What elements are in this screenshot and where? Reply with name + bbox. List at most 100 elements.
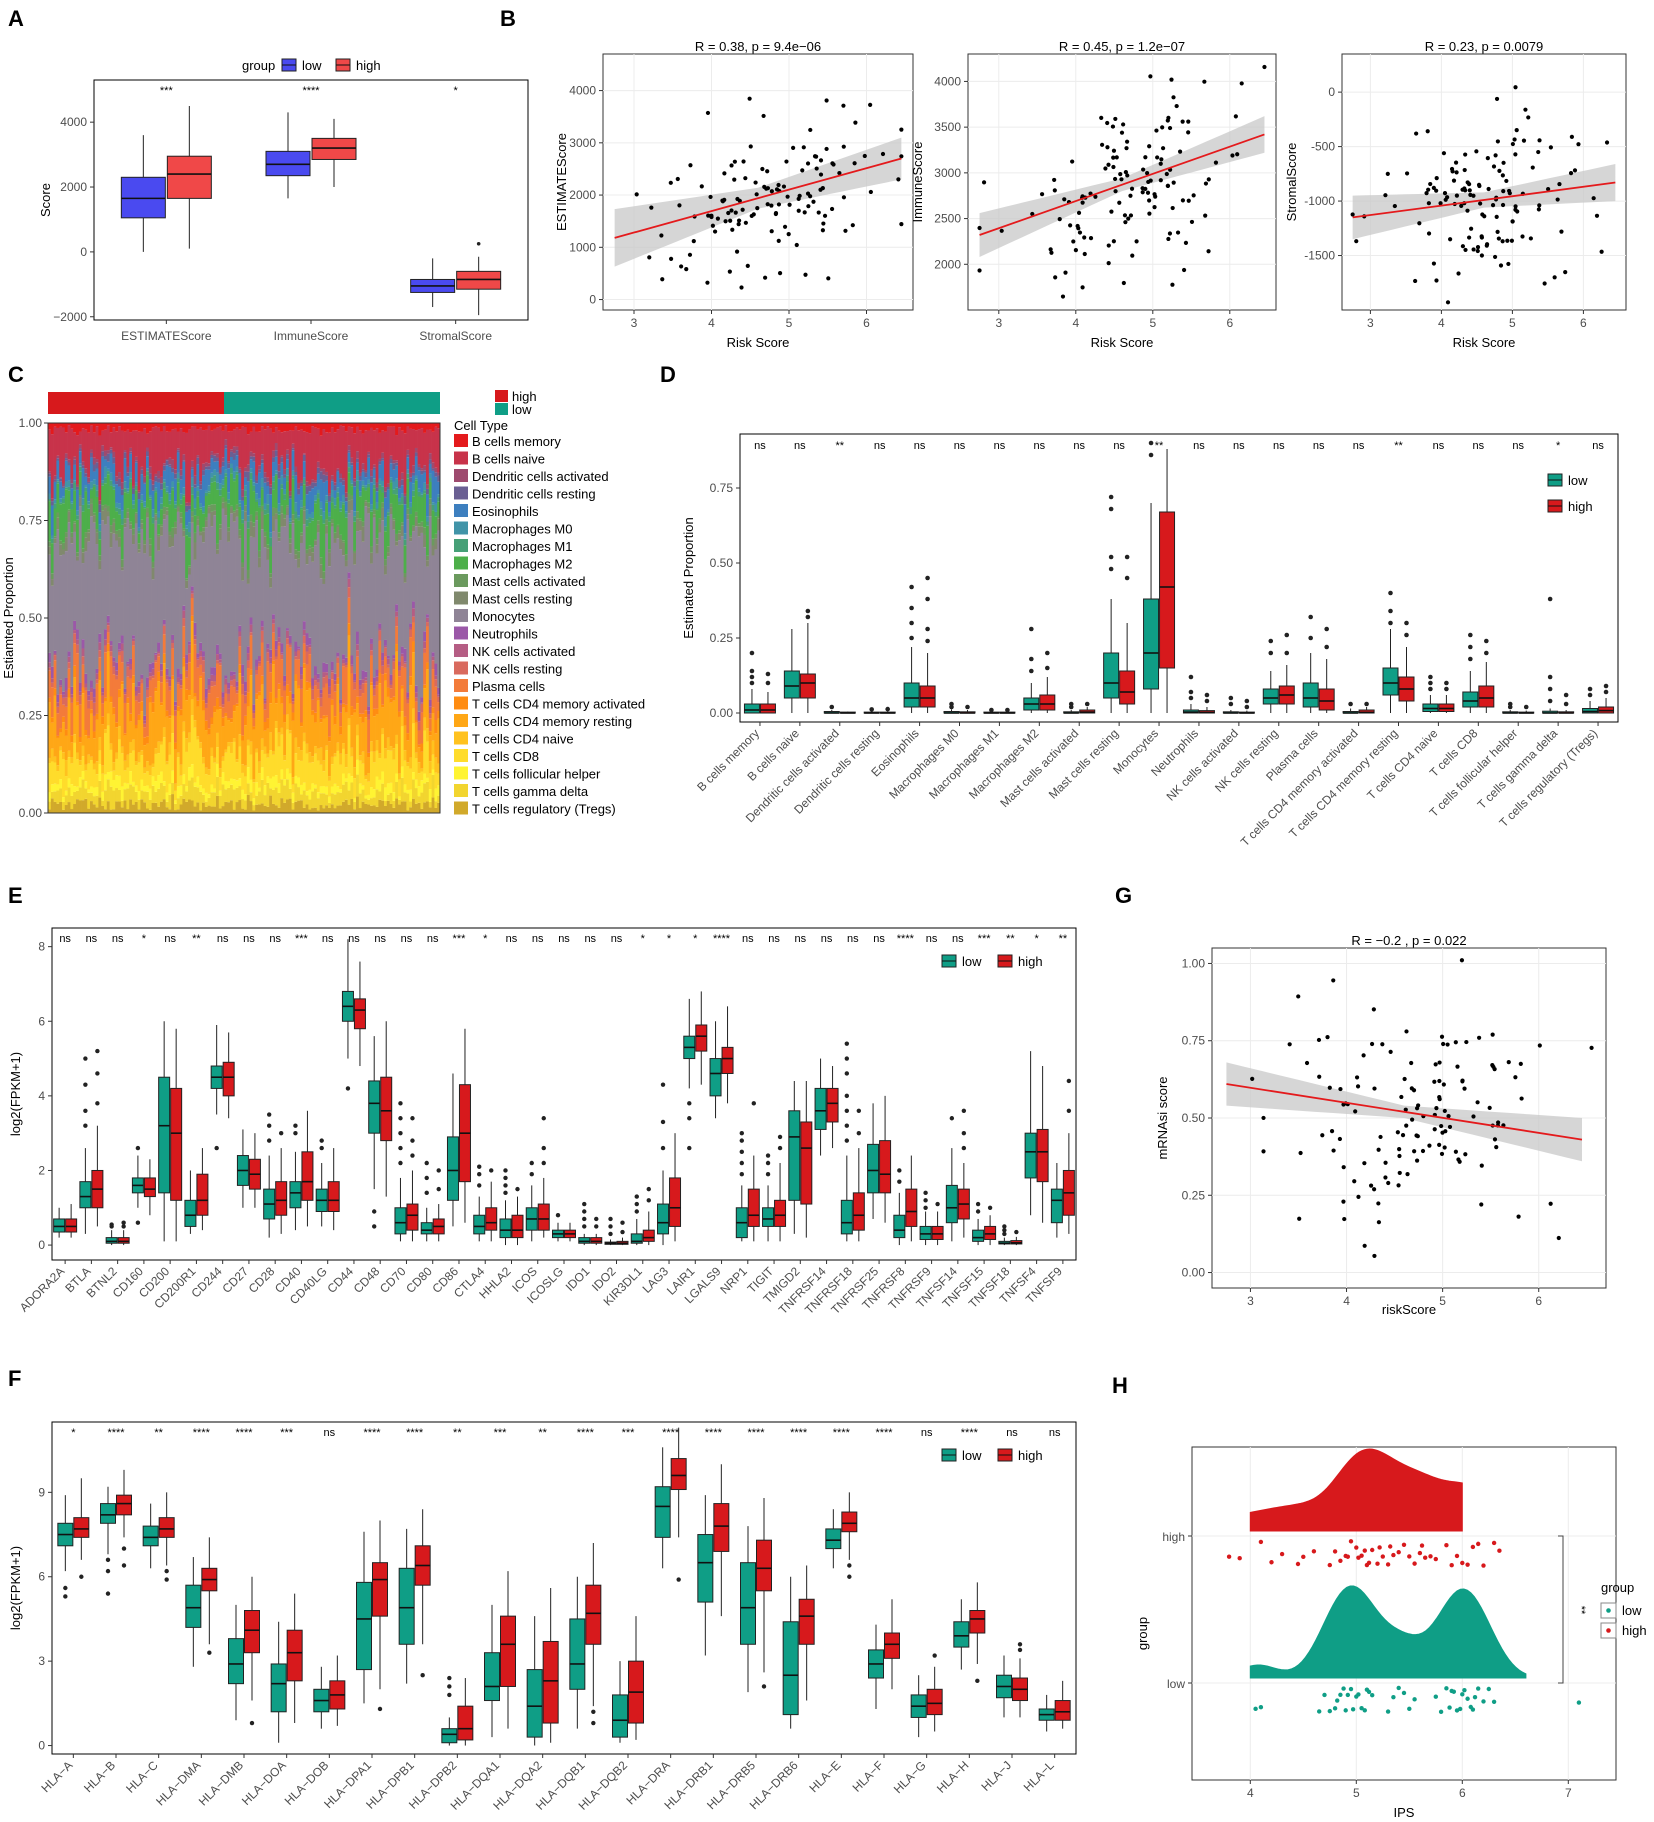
stacked-segment bbox=[185, 588, 189, 655]
stacked-segment bbox=[361, 469, 365, 472]
stacked-segment bbox=[199, 785, 203, 792]
stacked-segment bbox=[64, 690, 68, 698]
stacked-segment bbox=[176, 757, 180, 787]
data-point bbox=[880, 151, 886, 157]
stacked-segment bbox=[311, 714, 315, 757]
box-high bbox=[713, 1503, 730, 1552]
stacked-segment bbox=[325, 423, 329, 433]
outlier-point bbox=[909, 635, 914, 641]
stacked-segment bbox=[403, 661, 407, 664]
stacked-segment bbox=[370, 655, 374, 683]
stacked-segment bbox=[372, 695, 376, 709]
outlier-point bbox=[909, 584, 914, 590]
stacked-segment bbox=[185, 580, 189, 589]
stacked-segment bbox=[185, 791, 189, 802]
stacked-segment bbox=[384, 487, 388, 492]
stacked-segment bbox=[232, 738, 236, 742]
stacked-segment bbox=[291, 712, 295, 721]
stacked-segment bbox=[258, 761, 262, 774]
stacked-segment bbox=[104, 507, 108, 525]
stacked-segment bbox=[297, 558, 301, 568]
stacked-segment bbox=[160, 741, 164, 745]
stacked-segment bbox=[132, 641, 136, 646]
stacked-segment bbox=[412, 525, 416, 528]
data-point bbox=[1159, 157, 1164, 162]
stacked-segment bbox=[126, 809, 130, 813]
stacked-segment bbox=[95, 807, 99, 813]
significance-label: ns bbox=[1113, 440, 1125, 452]
stacked-segment bbox=[193, 484, 197, 488]
stacked-segment bbox=[356, 724, 360, 736]
stacked-segment bbox=[269, 788, 273, 796]
stacked-segment bbox=[255, 795, 259, 805]
stacked-segment bbox=[333, 532, 337, 539]
stacked-segment bbox=[428, 504, 432, 517]
stacked-segment bbox=[90, 680, 94, 688]
stacked-segment bbox=[221, 502, 225, 509]
stacked-segment bbox=[339, 539, 343, 550]
outlier-point bbox=[909, 605, 914, 611]
stacked-segment bbox=[400, 653, 404, 657]
stacked-segment bbox=[269, 494, 273, 533]
outlier-point bbox=[777, 1134, 783, 1140]
stacked-segment bbox=[325, 794, 329, 806]
stacked-segment bbox=[207, 693, 211, 729]
stacked-segment bbox=[316, 682, 320, 690]
stacked-segment bbox=[283, 423, 287, 432]
data-point bbox=[1166, 236, 1171, 242]
data-point bbox=[1143, 155, 1148, 160]
stacked-segment bbox=[297, 648, 301, 651]
stacked-segment bbox=[126, 429, 130, 467]
stacked-segment bbox=[283, 477, 287, 490]
stacked-segment bbox=[302, 790, 306, 808]
stacked-segment bbox=[73, 633, 77, 644]
stacked-segment bbox=[274, 443, 278, 451]
stacked-segment bbox=[185, 751, 189, 787]
stacked-segment bbox=[190, 486, 194, 495]
legend-key bbox=[454, 521, 468, 535]
stacked-segment bbox=[428, 473, 432, 479]
data-point bbox=[1486, 186, 1491, 192]
stacked-segment bbox=[403, 504, 407, 534]
stacked-segment bbox=[286, 449, 290, 455]
significance-label: ns bbox=[59, 933, 71, 945]
data-point bbox=[1563, 270, 1568, 275]
stacked-segment bbox=[160, 663, 164, 671]
stacked-segment bbox=[104, 629, 108, 640]
stacked-segment bbox=[364, 500, 368, 503]
stacked-segment bbox=[244, 490, 248, 497]
stacked-segment bbox=[185, 700, 189, 739]
outlier-point bbox=[266, 1138, 272, 1143]
stacked-segment bbox=[112, 770, 116, 780]
data-point-low bbox=[1451, 1689, 1457, 1694]
stacked-segment bbox=[81, 461, 85, 466]
stacked-segment bbox=[129, 524, 133, 530]
stacked-segment bbox=[252, 426, 256, 454]
stacked-segment bbox=[353, 486, 357, 512]
stacked-segment bbox=[367, 513, 371, 707]
stacked-segment bbox=[143, 773, 147, 787]
stacked-segment bbox=[224, 476, 228, 502]
stacked-segment bbox=[316, 748, 320, 761]
box-low bbox=[441, 1728, 458, 1744]
stacked-segment bbox=[227, 742, 231, 747]
stacked-segment bbox=[280, 779, 284, 799]
x-tick-label: ESTIMATEScore bbox=[121, 329, 212, 343]
stacked-segment bbox=[227, 688, 231, 694]
stacked-segment bbox=[392, 748, 396, 760]
stacked-segment bbox=[137, 549, 141, 553]
outlier-point bbox=[897, 1168, 902, 1173]
data-point bbox=[816, 210, 821, 215]
data-point bbox=[1361, 1053, 1366, 1058]
stacked-segment bbox=[400, 646, 404, 654]
box-low bbox=[105, 1237, 118, 1244]
stacked-segment bbox=[263, 703, 267, 710]
data-point bbox=[1118, 172, 1123, 177]
stacked-segment bbox=[134, 690, 138, 696]
stacked-segment bbox=[336, 527, 340, 539]
stacked-segment bbox=[48, 801, 52, 810]
stacked-segment bbox=[109, 651, 113, 657]
data-point bbox=[747, 96, 752, 101]
data-point bbox=[796, 208, 801, 213]
stacked-segment bbox=[300, 674, 304, 680]
